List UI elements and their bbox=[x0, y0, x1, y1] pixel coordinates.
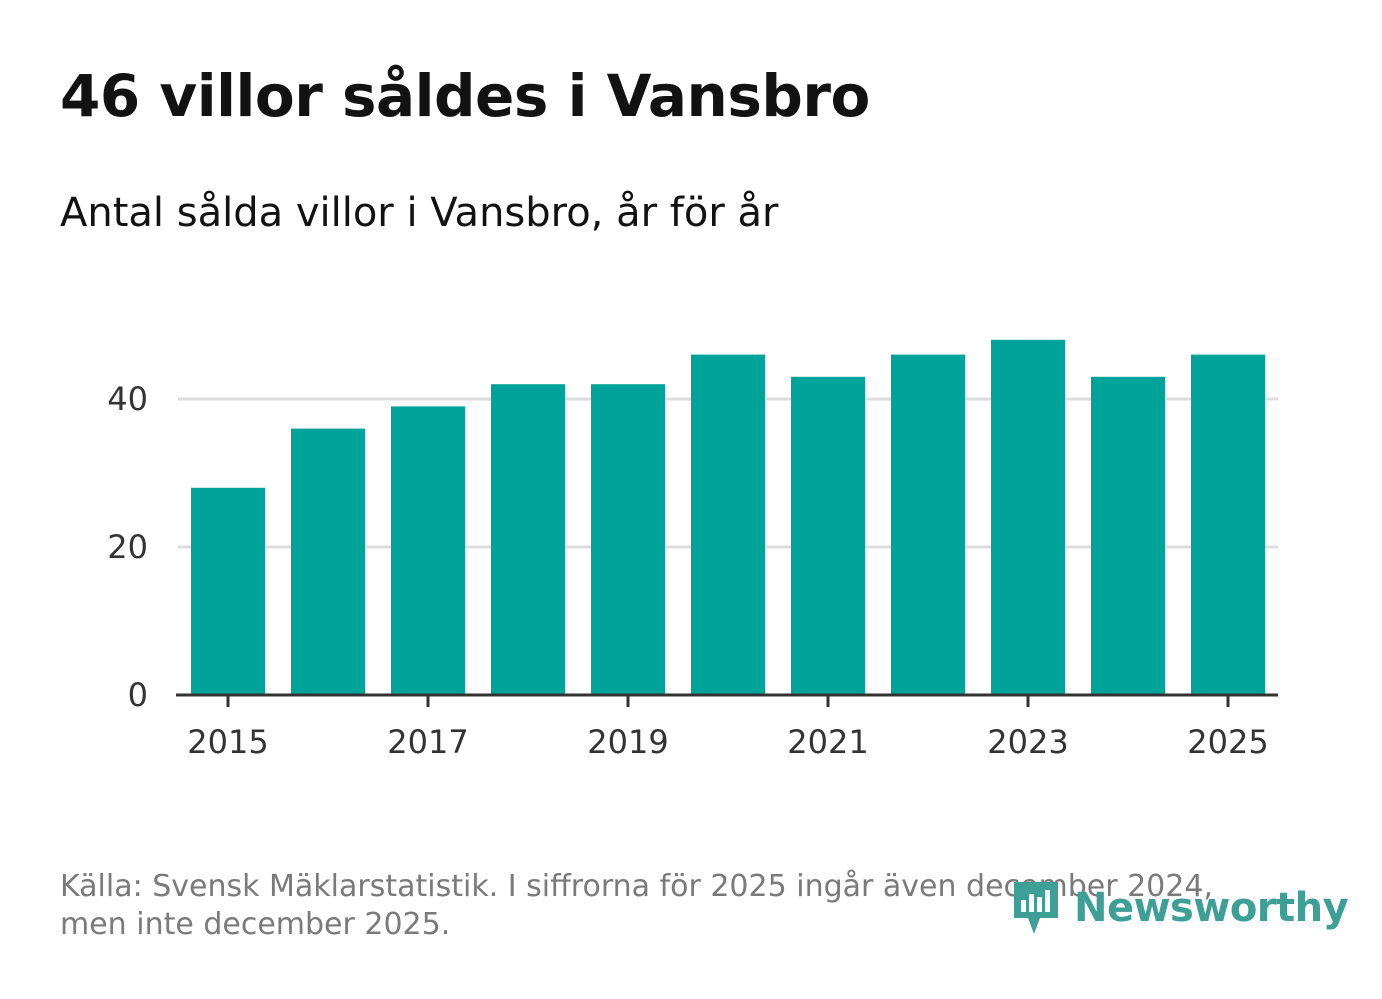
y-tick-label-40: 40 bbox=[107, 380, 148, 418]
bar-2024 bbox=[1091, 376, 1165, 695]
y-tick-label-0: 0 bbox=[128, 676, 148, 714]
x-tick-label-2019: 2019 bbox=[587, 723, 668, 761]
chart-subtitle: Antal sålda villor i Vansbro, år för år bbox=[60, 190, 779, 236]
chart-title: 46 villor såldes i Vansbro bbox=[60, 62, 870, 130]
bar-2017 bbox=[391, 406, 465, 695]
y-tick-label-20: 20 bbox=[107, 528, 148, 566]
x-tick-label-2017: 2017 bbox=[387, 723, 468, 761]
bar-2023 bbox=[991, 339, 1065, 695]
bar-2018 bbox=[491, 384, 565, 695]
bar-chart: 0 20 40 2015 2017 2019 2021 2023 2025 bbox=[107, 339, 1278, 761]
bar-2019 bbox=[591, 384, 665, 695]
bars bbox=[191, 339, 1265, 695]
axes: 0 20 40 2015 2017 2019 2021 2023 2025 bbox=[107, 380, 1278, 761]
x-tick-label-2021: 2021 bbox=[787, 723, 868, 761]
x-tick-label-2025: 2025 bbox=[1187, 723, 1268, 761]
bar-2021 bbox=[791, 376, 865, 695]
source-line-2: men inte december 2025. bbox=[60, 907, 451, 942]
bar-2025 bbox=[1191, 354, 1265, 695]
x-tick-label-2023: 2023 bbox=[987, 723, 1068, 761]
bar-2020 bbox=[691, 354, 765, 695]
bar-2016 bbox=[291, 428, 365, 695]
newsworthy-logo: Newsworthy bbox=[1010, 878, 1349, 938]
newsworthy-logo-text: Newsworthy bbox=[1074, 885, 1349, 931]
bar-2022 bbox=[891, 354, 965, 695]
x-tick-label-2015: 2015 bbox=[187, 723, 268, 761]
bar-2015 bbox=[191, 487, 265, 695]
newsworthy-logo-icon bbox=[1014, 882, 1058, 934]
